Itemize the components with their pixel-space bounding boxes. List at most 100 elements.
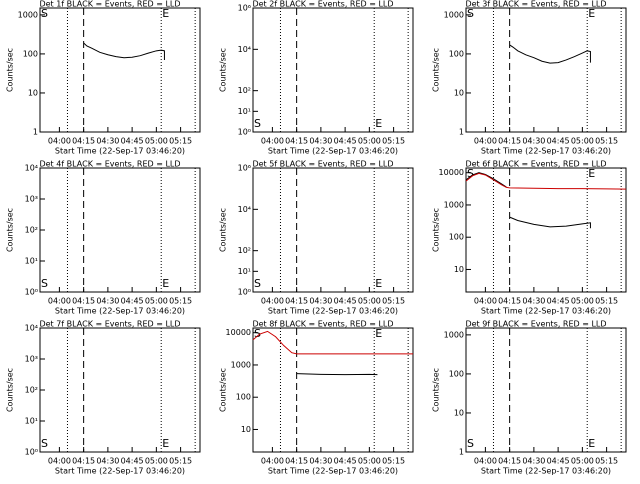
- y-axis-label: Counts/sec: [6, 368, 15, 412]
- y-tick-label: 1: [459, 128, 464, 137]
- x-tick-label: 04:00: [261, 137, 284, 146]
- x-tick-label: 05:15: [595, 297, 618, 306]
- plot-frame: [465, 7, 627, 133]
- y-tick-label: 10²: [238, 246, 251, 255]
- s-label: S: [467, 7, 474, 20]
- y-tick-label: 10⁶: [238, 164, 251, 173]
- y-tick-label: 10²: [25, 226, 38, 235]
- x-tick-label: 05:00: [145, 297, 168, 306]
- x-tick-label: 04:45: [334, 137, 357, 146]
- y-tick-label: 10¹: [25, 417, 38, 426]
- chart-title: Det 2f BLACK = Events, RED = LLD: [252, 0, 393, 9]
- plot-frame: [39, 7, 201, 133]
- x-tick-label: 04:30: [96, 137, 119, 146]
- data-line: [509, 44, 591, 64]
- y-tick-label: 10: [454, 265, 464, 274]
- y-axis-label: Counts/sec: [432, 48, 441, 92]
- y-tick-label: 1000: [18, 10, 38, 19]
- y-tick-label: 10000: [439, 168, 464, 177]
- s-label: S: [254, 117, 261, 130]
- plot-frame: [252, 327, 414, 453]
- y-tick-label: 10: [454, 88, 464, 97]
- x-tick-label: 05:15: [382, 137, 405, 146]
- x-tick-label: 04:30: [309, 297, 332, 306]
- y-tick-label: 10⁰: [238, 128, 251, 137]
- y-tick-label: 10⁴: [25, 164, 38, 173]
- x-axis-label: Start Time (22-Sep-17 03:46:20): [268, 307, 398, 316]
- x-tick-label: 05:00: [145, 457, 168, 466]
- y-tick-label: 10²: [238, 86, 251, 95]
- y-tick-label: 10: [454, 408, 464, 417]
- chart-title: Det 7f BLACK = Events, RED = LLD: [39, 320, 180, 329]
- x-axis-label: Start Time (22-Sep-17 03:46:20): [268, 467, 398, 476]
- x-tick-label: 05:00: [358, 297, 381, 306]
- x-tick-label: 05:00: [145, 137, 168, 146]
- x-tick-label: 05:00: [571, 137, 594, 146]
- e-label: E: [375, 327, 382, 340]
- s-label: S: [254, 327, 261, 340]
- data-line: [83, 42, 165, 60]
- x-tick-label: 04:30: [96, 297, 119, 306]
- x-tick-label: 04:00: [474, 297, 497, 306]
- x-axis-label: Start Time (22-Sep-17 03:46:20): [55, 467, 185, 476]
- x-tick-label: 05:15: [382, 297, 405, 306]
- x-tick-label: 04:30: [522, 137, 545, 146]
- y-tick-label: 10: [241, 425, 251, 434]
- x-tick-label: 04:30: [96, 457, 119, 466]
- y-tick-label: 10⁰: [25, 448, 38, 457]
- x-tick-label: 04:00: [261, 297, 284, 306]
- y-axis-label: Counts/sec: [432, 208, 441, 252]
- y-tick-label: 100: [449, 49, 464, 58]
- y-tick-label: 10⁴: [238, 205, 251, 214]
- y-tick-label: 10000: [226, 328, 251, 337]
- plot-frame: [465, 327, 627, 453]
- y-tick-label: 1000: [444, 200, 464, 209]
- s-label: S: [41, 7, 48, 20]
- x-tick-label: 04:00: [474, 137, 497, 146]
- x-tick-label: 04:00: [48, 457, 71, 466]
- x-axis-label: Start Time (22-Sep-17 03:46:20): [55, 147, 185, 156]
- x-axis-label: Start Time (22-Sep-17 03:46:20): [481, 467, 611, 476]
- e-label: E: [588, 167, 595, 180]
- x-tick-label: 04:15: [72, 137, 95, 146]
- x-axis-label: Start Time (22-Sep-17 03:46:20): [268, 147, 398, 156]
- x-tick-label: 05:15: [595, 457, 618, 466]
- x-tick-label: 05:15: [169, 297, 192, 306]
- y-tick-label: 10: [28, 88, 38, 97]
- chart-title: Det 5f BLACK = Events, RED = LLD: [252, 160, 393, 169]
- y-tick-label: 10⁶: [238, 4, 251, 13]
- y-tick-label: 10⁰: [25, 288, 38, 297]
- data-line: [296, 373, 378, 376]
- x-tick-label: 04:00: [48, 137, 71, 146]
- y-axis-label: Counts/sec: [219, 368, 228, 412]
- plot-frame: [465, 167, 627, 293]
- data-line: [465, 172, 627, 190]
- x-tick-label: 04:15: [285, 137, 308, 146]
- y-tick-label: 10³: [25, 355, 38, 364]
- y-tick-label: 10¹: [238, 107, 251, 116]
- chart-title: Det 6f BLACK = Events, RED = LLD: [465, 160, 606, 169]
- y-axis-label: Counts/sec: [219, 208, 228, 252]
- x-tick-label: 04:45: [121, 457, 144, 466]
- x-tick-label: 04:15: [72, 457, 95, 466]
- x-tick-label: 04:45: [121, 297, 144, 306]
- chart-title: Det 3f BLACK = Events, RED = LLD: [465, 0, 606, 9]
- x-tick-label: 04:15: [285, 457, 308, 466]
- y-tick-label: 10³: [25, 195, 38, 204]
- y-tick-label: 100: [449, 369, 464, 378]
- e-label: E: [375, 277, 382, 290]
- s-label: S: [467, 437, 474, 450]
- x-tick-label: 04:45: [547, 297, 570, 306]
- e-label: E: [375, 117, 382, 130]
- x-tick-label: 04:00: [474, 457, 497, 466]
- y-tick-label: 1000: [231, 360, 251, 369]
- e-label: E: [162, 437, 169, 450]
- s-label: S: [254, 277, 261, 290]
- x-tick-label: 05:00: [358, 457, 381, 466]
- x-axis-label: Start Time (22-Sep-17 03:46:20): [55, 307, 185, 316]
- s-label: S: [467, 167, 474, 180]
- x-tick-label: 04:30: [309, 457, 332, 466]
- e-label: E: [588, 7, 595, 20]
